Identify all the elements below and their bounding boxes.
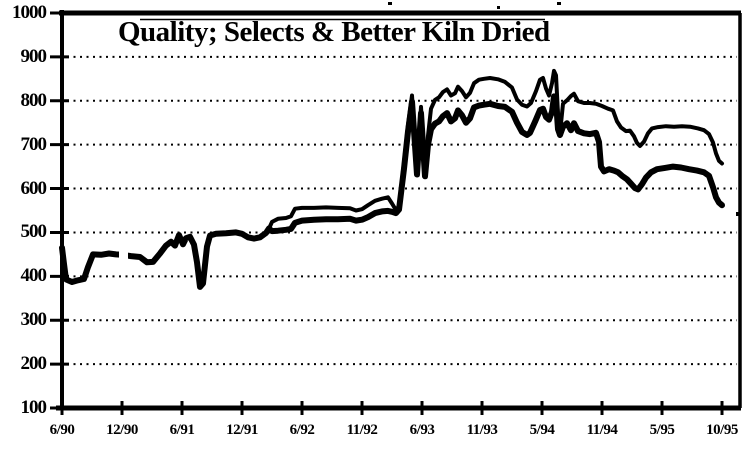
y-axis-label-300: 300 [20,309,48,331]
y-axis-label-800: 800 [20,89,48,111]
x-axis-label-6-91: 6/91 [169,422,195,438]
scan-speck-0 [388,2,392,5]
x-axis-label-12-91: 12/91 [226,422,258,438]
scan-speck-2 [557,2,561,5]
x-axis-label-5-94: 5/94 [529,422,555,438]
x-axis-label-12-90: 12/90 [106,422,138,438]
y-axis-label-500: 500 [20,221,48,243]
x-axis-label-10-95: 10/95 [706,422,738,438]
y-axis-label-700: 700 [20,133,48,155]
y-axis-label-1000: 1000 [12,2,47,23]
series-upper-line [60,68,724,289]
x-axis-label-6-92: 6/92 [289,422,315,438]
y-axis-label-900: 900 [20,45,48,67]
y-axis-label-200: 200 [20,353,48,375]
x-axis-label-11-93: 11/93 [466,422,498,438]
scan-speck-3 [736,212,739,216]
x-axis-label-5-95: 5/95 [649,422,675,438]
x-axis-label-11-94: 11/94 [586,422,618,438]
x-axis-label-11-92: 11/92 [346,422,378,438]
y-axis-label-600: 600 [20,177,48,199]
scan-gap [119,246,128,264]
series-lower-line [59,93,725,290]
scan-speck-1 [497,6,500,9]
y-axis-label-400: 400 [20,265,48,287]
x-axis-label-6-93: 6/93 [409,422,435,438]
x-axis-label-6-90: 6/90 [49,422,75,438]
chart-title: Quality; Selects & Better Kiln Dried [118,16,550,48]
y-axis-label-100: 100 [20,397,48,418]
